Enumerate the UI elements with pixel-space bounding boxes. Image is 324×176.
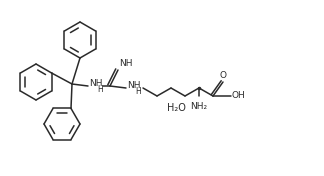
Text: O: O — [219, 71, 226, 80]
Text: OH: OH — [232, 92, 246, 100]
Text: NH: NH — [119, 59, 133, 68]
Text: NH: NH — [89, 80, 102, 89]
Text: NH₂: NH₂ — [191, 102, 208, 111]
Text: H: H — [135, 87, 141, 96]
Text: H: H — [97, 86, 103, 95]
Text: H₂O: H₂O — [167, 103, 185, 113]
Text: NH: NH — [127, 81, 141, 90]
